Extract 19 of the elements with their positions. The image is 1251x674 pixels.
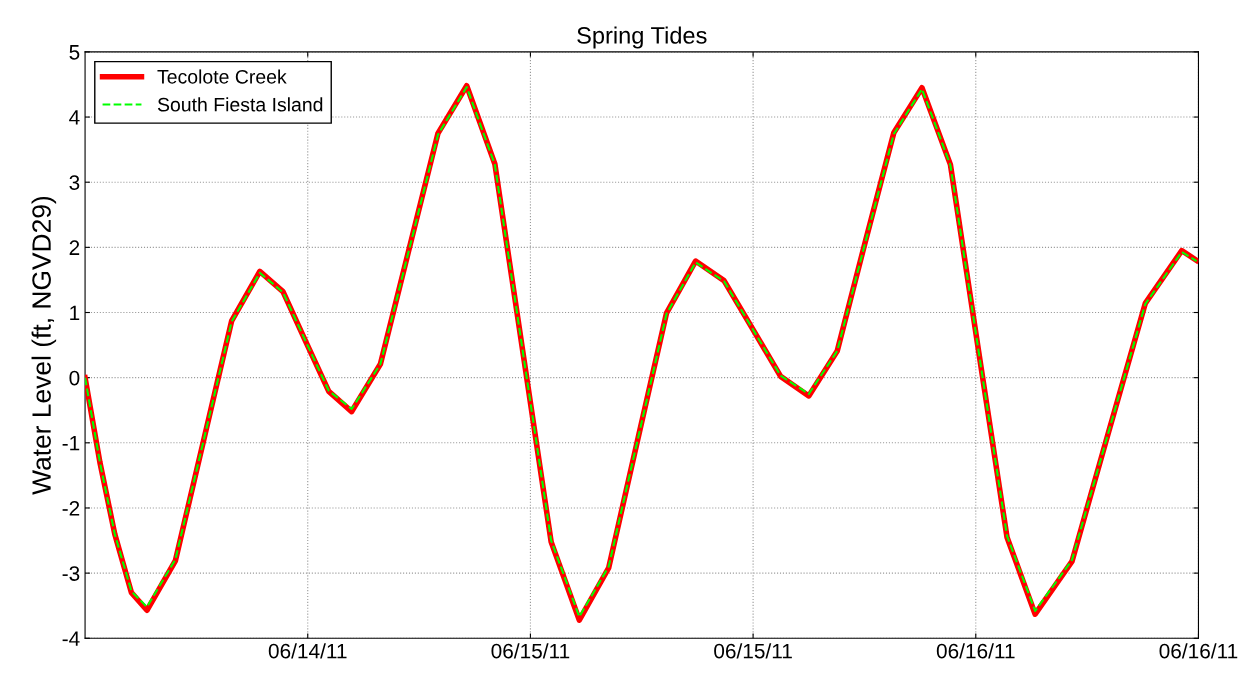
- y-tick-label: 4: [69, 110, 80, 125]
- y-tick-label: -2: [62, 500, 80, 516]
- y-axis-title: Water Level (ft, NGVD29): [31, 196, 57, 495]
- x-tick-label: 06/14/11: [268, 643, 347, 659]
- y-tick-label: 1: [70, 305, 80, 321]
- y-tick-label: 3: [69, 175, 80, 190]
- chart-title: Spring Tides: [577, 26, 707, 49]
- x-tick-label: 06/15/11: [491, 643, 570, 659]
- y-tick-label: -1: [62, 436, 80, 451]
- x-tick-label: 06/16/11: [1159, 643, 1238, 659]
- y-tick-label: 0: [69, 370, 80, 386]
- y-tick-label: 5: [69, 45, 80, 60]
- y-tick-label: -4: [62, 631, 80, 646]
- y-tick-label: -3: [62, 566, 80, 581]
- y-tick-label: 2: [69, 240, 80, 255]
- x-tick-label: 06/16/11: [936, 643, 1015, 659]
- legend-label: Tecolote Creek: [157, 69, 287, 84]
- x-tick-label: 06/15/11: [714, 643, 792, 659]
- legend-label: South Fiesta Island: [157, 97, 323, 112]
